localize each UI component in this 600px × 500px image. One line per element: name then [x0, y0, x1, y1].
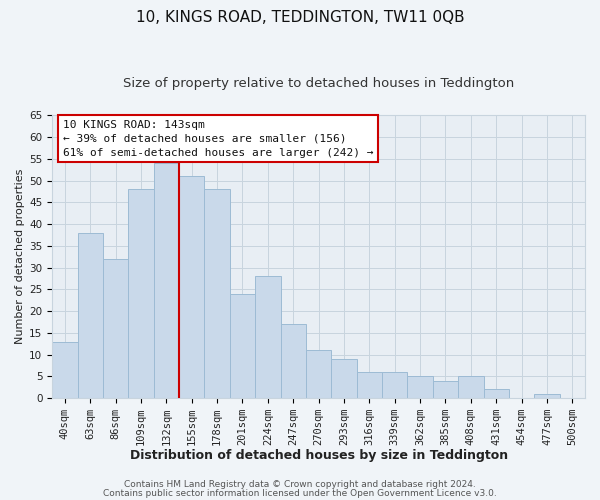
- Bar: [281, 324, 306, 398]
- Bar: [484, 390, 509, 398]
- Title: Size of property relative to detached houses in Teddington: Size of property relative to detached ho…: [123, 78, 514, 90]
- Bar: [458, 376, 484, 398]
- Bar: [306, 350, 331, 398]
- Text: 10 KINGS ROAD: 143sqm
← 39% of detached houses are smaller (156)
61% of semi-det: 10 KINGS ROAD: 143sqm ← 39% of detached …: [63, 120, 373, 158]
- Y-axis label: Number of detached properties: Number of detached properties: [15, 169, 25, 344]
- Bar: [77, 233, 103, 398]
- Bar: [382, 372, 407, 398]
- Bar: [230, 294, 255, 398]
- Bar: [128, 189, 154, 398]
- Text: 10, KINGS ROAD, TEDDINGTON, TW11 0QB: 10, KINGS ROAD, TEDDINGTON, TW11 0QB: [136, 10, 464, 25]
- Bar: [103, 259, 128, 398]
- Bar: [356, 372, 382, 398]
- Bar: [534, 394, 560, 398]
- Bar: [407, 376, 433, 398]
- X-axis label: Distribution of detached houses by size in Teddington: Distribution of detached houses by size …: [130, 450, 508, 462]
- Bar: [52, 342, 77, 398]
- Bar: [154, 163, 179, 398]
- Bar: [433, 380, 458, 398]
- Text: Contains public sector information licensed under the Open Government Licence v3: Contains public sector information licen…: [103, 488, 497, 498]
- Bar: [179, 176, 205, 398]
- Bar: [255, 276, 281, 398]
- Bar: [205, 189, 230, 398]
- Bar: [331, 359, 356, 398]
- Text: Contains HM Land Registry data © Crown copyright and database right 2024.: Contains HM Land Registry data © Crown c…: [124, 480, 476, 489]
